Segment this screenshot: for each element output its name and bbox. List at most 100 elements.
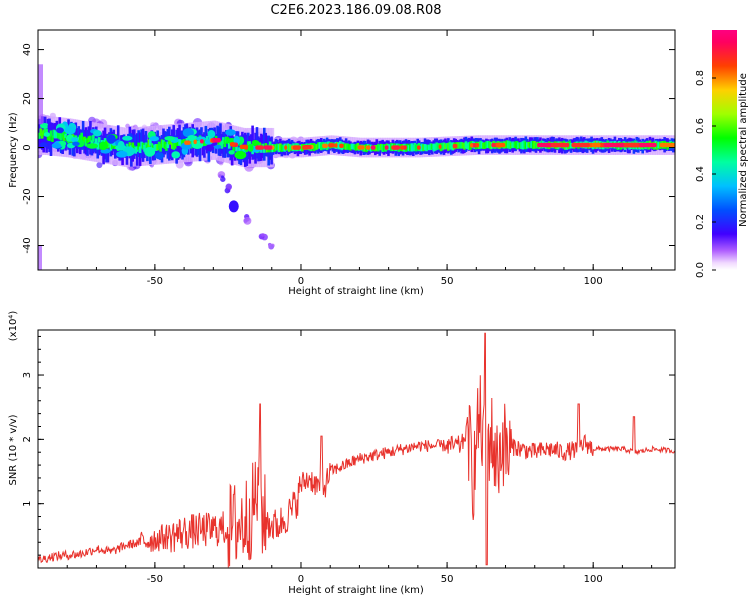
heat-peak xyxy=(328,143,335,148)
heat-core xyxy=(87,136,91,143)
heat-core xyxy=(42,129,45,136)
heat-core xyxy=(160,139,164,148)
heat-peak xyxy=(284,145,288,150)
spectrogram-ytick-label: 40 xyxy=(22,43,33,56)
heat-blob xyxy=(182,128,194,138)
heat-peak xyxy=(239,144,248,150)
heat-blob xyxy=(251,139,260,147)
heat-core xyxy=(43,128,47,137)
heat-peak xyxy=(384,145,389,150)
heat-core xyxy=(81,136,85,143)
heat-core xyxy=(423,143,427,151)
heat-core xyxy=(162,140,165,148)
heat-peak xyxy=(659,142,675,148)
heat-core xyxy=(483,142,487,149)
heat-band xyxy=(81,120,85,150)
heat-peak xyxy=(212,138,221,143)
colorbar-ticks: 0.0 0.2 0.4 0.6 0.8 xyxy=(695,70,716,278)
heat-trail xyxy=(227,189,231,193)
heat-trail-core xyxy=(228,200,239,213)
heat-peak xyxy=(591,142,601,148)
heat-blob xyxy=(106,134,116,144)
heat-core xyxy=(482,142,485,149)
spectrogram-ytick-label: 0 xyxy=(22,144,33,150)
heat-band xyxy=(222,131,225,158)
heat-core xyxy=(281,144,285,152)
colorbar-tick-label: 0.6 xyxy=(695,118,706,134)
heat-blob xyxy=(116,150,128,158)
heat-core xyxy=(528,142,532,149)
heat-core xyxy=(425,144,428,152)
heat-band xyxy=(51,122,54,145)
heat-core xyxy=(512,142,516,149)
heat-core xyxy=(273,144,276,152)
heat-core xyxy=(38,132,41,139)
heat-core xyxy=(521,141,525,150)
snr-xlabel: Height of straight line (km) xyxy=(288,585,424,596)
heat-blob xyxy=(71,137,79,143)
heat-blob xyxy=(47,122,54,131)
heat-core xyxy=(524,141,528,150)
heat-peak xyxy=(639,142,657,148)
heat-core xyxy=(447,142,450,151)
heat-edge xyxy=(38,64,43,125)
heat-core xyxy=(52,129,56,138)
heat-core xyxy=(315,143,319,150)
heat-core xyxy=(150,143,154,149)
heat-peak xyxy=(400,145,405,150)
heat-core xyxy=(486,140,490,149)
heat-core xyxy=(268,141,272,149)
heat-core xyxy=(286,143,289,151)
heat-core xyxy=(506,140,510,149)
heat-core xyxy=(505,140,509,149)
heat-blob xyxy=(247,143,254,152)
heat-core xyxy=(287,143,291,152)
heat-core xyxy=(179,139,183,147)
heat-core xyxy=(344,143,348,150)
heat-core xyxy=(444,143,447,150)
spectrogram-heatmap xyxy=(38,64,675,270)
heat-core xyxy=(407,145,411,152)
heat-band xyxy=(184,124,187,153)
heat-blob xyxy=(39,142,48,148)
heat-core xyxy=(165,144,168,151)
heat-core xyxy=(460,141,463,149)
heat-core xyxy=(238,147,241,153)
heat-peak xyxy=(537,142,556,148)
colorbar-tick-label: 0.0 xyxy=(695,262,706,278)
heat-blob xyxy=(155,152,164,160)
heat-core xyxy=(49,130,53,137)
heat-core xyxy=(463,142,466,150)
heat-core xyxy=(442,142,446,150)
heat-blob xyxy=(196,136,207,141)
heat-core xyxy=(436,143,440,150)
heat-blob xyxy=(228,150,235,155)
heat-core xyxy=(219,140,222,149)
heat-core xyxy=(39,128,43,137)
heat-core xyxy=(159,143,162,152)
heat-core xyxy=(433,143,437,151)
heat-core xyxy=(480,141,484,149)
heat-core xyxy=(94,138,98,146)
heat-core xyxy=(349,144,352,151)
heat-peak xyxy=(322,143,328,148)
heat-core xyxy=(235,144,238,152)
heat-blob xyxy=(117,140,125,150)
heat-core xyxy=(388,144,392,151)
heat-core xyxy=(378,144,382,151)
heat-band xyxy=(264,132,268,153)
heat-core xyxy=(131,142,135,149)
heat-core xyxy=(504,141,507,149)
spectrogram-panel: -50 0 50 100 -40 -20 0 20 40 Height of straight … xyxy=(8,29,676,297)
heat-core xyxy=(182,138,186,146)
heat-core xyxy=(431,143,434,150)
heat-core xyxy=(64,130,67,138)
heat-core xyxy=(376,143,380,152)
heat-band xyxy=(132,129,136,159)
heat-core xyxy=(375,145,379,151)
heat-core xyxy=(347,144,351,150)
heat-core xyxy=(523,140,526,149)
heat-core xyxy=(355,144,358,151)
heat-core xyxy=(420,143,424,152)
